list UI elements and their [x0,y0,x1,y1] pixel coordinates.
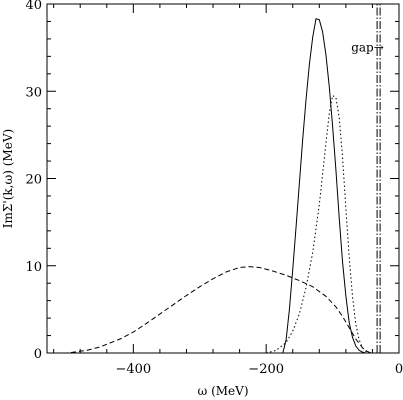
x-axis-title: ω (MeV) [197,384,248,398]
y-tick-label: 40 [25,0,42,13]
series-line-dotted [266,94,373,354]
gap-annotation: gap→ [351,41,384,55]
ticks-layer [47,3,400,354]
series-line-solid [282,18,373,354]
x-tick-label: 0 [395,362,403,377]
x-tick-label: −200 [248,362,284,377]
y-tick-label: 0 [34,347,42,362]
y-tick-label: 30 [25,85,42,100]
series-layer [47,4,381,354]
y-tick-label: 10 [25,260,42,275]
y-tick-label: 20 [25,173,42,188]
labels-layer: −400 −200 0 0 10 20 30 40 [25,0,403,377]
x-tick-label: −400 [115,362,151,377]
y-axis-title: ImΣ'(k,ω) (MeV) [1,129,15,228]
series-line-dashed [47,266,372,354]
